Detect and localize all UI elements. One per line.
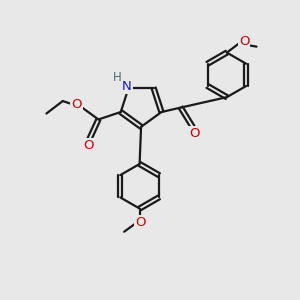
Text: H: H xyxy=(113,71,122,84)
Text: O: O xyxy=(239,35,249,48)
Text: O: O xyxy=(189,127,200,140)
Text: O: O xyxy=(84,139,94,152)
Text: O: O xyxy=(135,216,146,229)
Text: N: N xyxy=(122,80,132,93)
Text: O: O xyxy=(71,98,82,111)
